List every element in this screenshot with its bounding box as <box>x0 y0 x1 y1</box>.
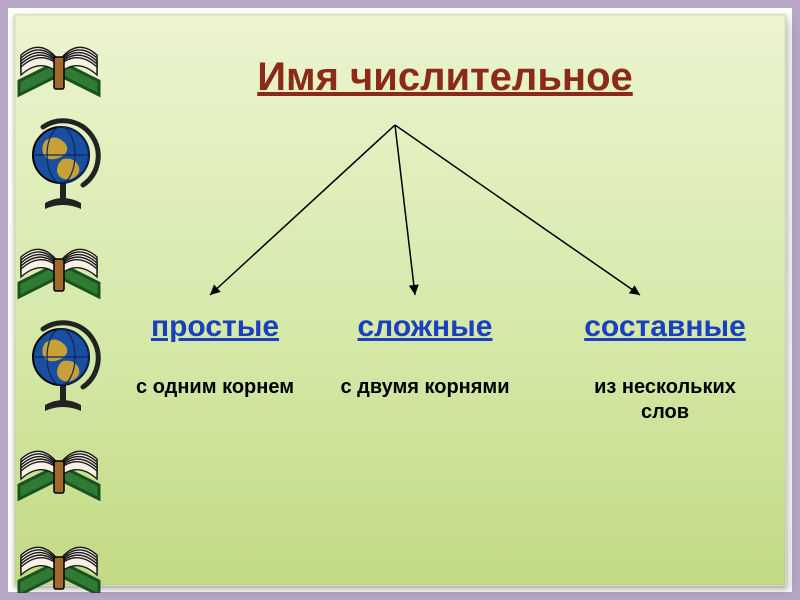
category-desc: с одним корнем <box>125 375 305 400</box>
category-label: простые <box>115 310 315 344</box>
category-desc: из нескольких слов <box>575 375 755 425</box>
category-label: сложные <box>325 310 525 344</box>
slide-panel: Имя числительное простыес одним корнемсл… <box>14 14 786 586</box>
category-desc: с двумя корнями <box>335 375 515 400</box>
category-label: составные <box>555 310 775 344</box>
arrows-svg <box>15 15 787 587</box>
inner-frame: Имя числительное простыес одним корнемсл… <box>8 8 792 592</box>
